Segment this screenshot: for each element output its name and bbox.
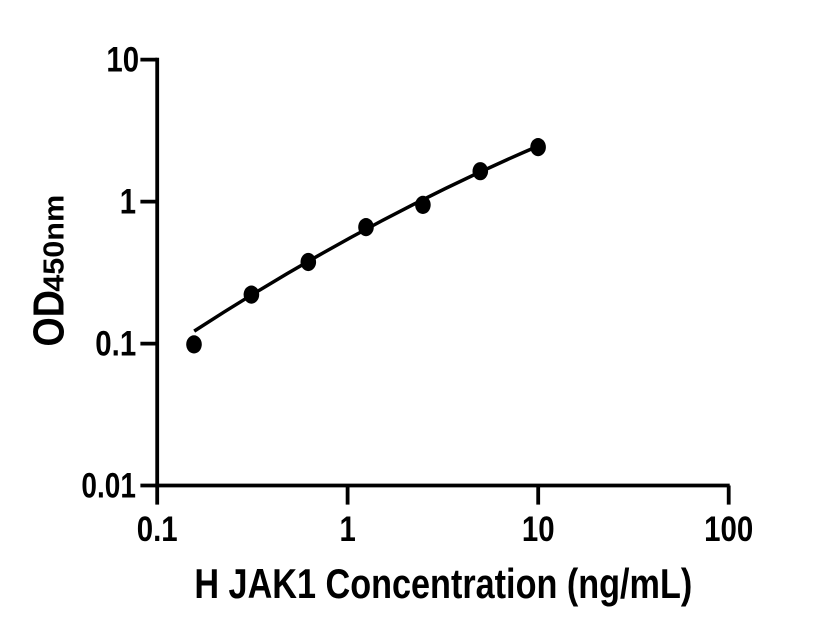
- svg-text:0.1: 0.1: [95, 325, 136, 364]
- svg-text:H JAK1 Concentration (ng/mL): H JAK1 Concentration (ng/mL): [194, 560, 692, 607]
- svg-text:100: 100: [704, 510, 753, 549]
- svg-text:1: 1: [339, 510, 355, 549]
- svg-text:OD: OD: [25, 290, 74, 346]
- svg-text:450nm: 450nm: [39, 195, 71, 292]
- svg-text:1: 1: [120, 183, 136, 222]
- svg-text:0.01: 0.01: [81, 467, 136, 506]
- svg-text:0.1: 0.1: [137, 510, 178, 549]
- svg-text:10: 10: [522, 510, 555, 549]
- svg-text:10: 10: [106, 41, 139, 80]
